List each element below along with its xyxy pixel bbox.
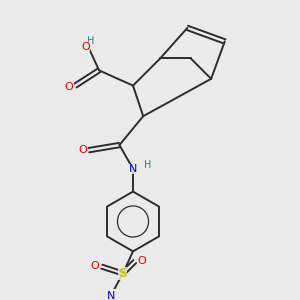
Text: O: O (65, 82, 74, 92)
Text: O: O (81, 41, 90, 52)
Text: O: O (91, 261, 99, 271)
Text: O: O (137, 256, 146, 266)
Text: H: H (87, 36, 94, 46)
Text: O: O (78, 145, 87, 155)
Text: S: S (118, 267, 127, 280)
Text: H: H (144, 160, 151, 170)
Text: N: N (129, 164, 137, 174)
Text: N: N (107, 290, 115, 300)
